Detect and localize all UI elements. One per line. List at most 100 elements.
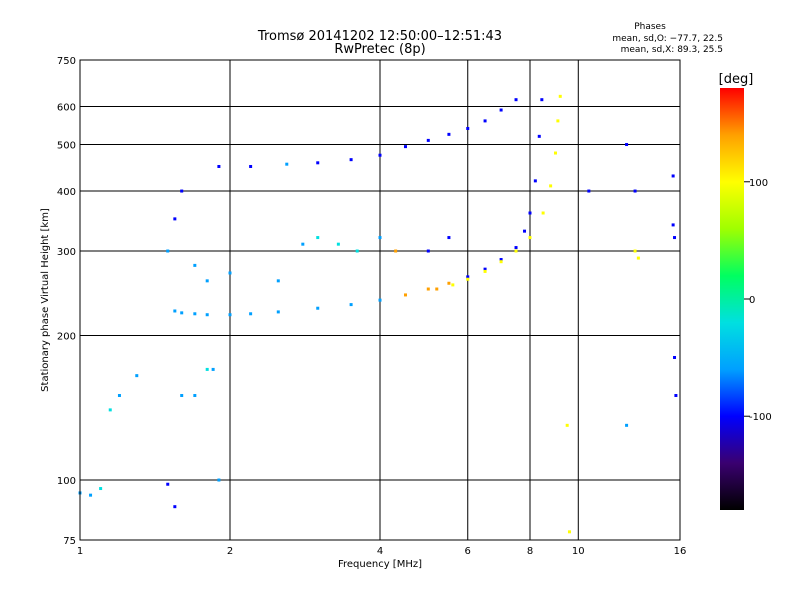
- y-tick-label: 400: [57, 187, 76, 198]
- data-point: [514, 249, 518, 253]
- data-point: [483, 267, 487, 271]
- y-tick-label: 600: [57, 103, 76, 114]
- data-point: [523, 229, 527, 233]
- data-point: [466, 275, 470, 279]
- data-point: [499, 258, 503, 262]
- data-point: [673, 355, 677, 359]
- data-point: [447, 132, 451, 136]
- data-point: [173, 505, 177, 509]
- data-point: [403, 145, 407, 149]
- data-point: [466, 126, 470, 130]
- data-point: [349, 158, 353, 162]
- data-point: [217, 164, 221, 168]
- data-point: [466, 277, 470, 281]
- data-point: [553, 151, 557, 155]
- data-point: [301, 242, 305, 246]
- data-point: [378, 298, 382, 302]
- y-tick-label: 100: [57, 476, 76, 487]
- colorbar: [deg] 100 0 -100: [719, 72, 772, 510]
- stats-x-line: mean, sd,X: 89.3, 25.5: [621, 45, 723, 55]
- stats-heading: Phases: [634, 22, 666, 32]
- colorbar-label: [deg]: [719, 72, 754, 87]
- data-point: [558, 94, 562, 98]
- data-point: [426, 138, 430, 142]
- data-point: [249, 312, 253, 316]
- data-point: [205, 279, 209, 283]
- data-point: [528, 236, 532, 240]
- data-point: [625, 143, 629, 147]
- y-tick-label: 500: [57, 141, 76, 152]
- data-point: [336, 242, 340, 246]
- data-point: [541, 211, 545, 215]
- x-tick-label: 4: [377, 546, 383, 557]
- data-point: [249, 164, 253, 168]
- data-point: [378, 153, 382, 157]
- x-tick-label: 2: [227, 546, 233, 557]
- data-point: [193, 312, 197, 316]
- data-point: [636, 256, 640, 260]
- x-tick-label: 1: [77, 546, 83, 557]
- data-point: [205, 367, 209, 371]
- x-tick-labels: 1 2 4 6 8 10 16: [77, 546, 687, 557]
- x-tick-label: 16: [674, 546, 687, 557]
- data-point: [451, 283, 455, 287]
- data-point: [499, 260, 503, 264]
- data-point: [166, 482, 170, 486]
- y-tick-label: 750: [57, 56, 76, 67]
- data-point: [228, 313, 232, 317]
- data-point: [316, 306, 320, 310]
- data-point: [567, 530, 571, 534]
- colorbar-gradient: [720, 88, 744, 510]
- data-point: [633, 249, 637, 253]
- data-point: [394, 249, 398, 253]
- data-point: [193, 394, 197, 398]
- data-point: [537, 134, 541, 138]
- data-point: [499, 108, 503, 112]
- y-tick-label: 75: [63, 536, 76, 547]
- data-point: [108, 408, 112, 412]
- data-point: [556, 119, 560, 123]
- x-tick-label: 6: [465, 546, 471, 557]
- data-point: [193, 263, 197, 267]
- x-tick-label: 10: [572, 546, 585, 557]
- data-point: [180, 394, 184, 398]
- data-point: [625, 423, 629, 427]
- chart-title: Tromsø 20141202 12:50:00–12:51:43: [257, 29, 502, 44]
- y-axis-label: Stationary phase Virtual Height [km]: [40, 208, 51, 392]
- data-point: [180, 189, 184, 193]
- data-point: [117, 394, 121, 398]
- data-point: [403, 293, 407, 297]
- data-point: [89, 493, 93, 497]
- stats-o-line: mean, sd,O: −77.7, 22.5: [612, 34, 723, 44]
- chart-subtitle: RwPretec (8p): [334, 42, 425, 57]
- data-point: [355, 249, 359, 253]
- data-point: [217, 478, 221, 482]
- data-point: [276, 310, 280, 314]
- data-point: [674, 394, 678, 398]
- colorbar-tick-label: 0: [749, 295, 755, 306]
- y-tick-label: 200: [57, 332, 76, 343]
- data-point: [483, 269, 487, 273]
- data-point: [671, 223, 675, 227]
- data-point: [565, 423, 569, 427]
- data-point: [228, 271, 232, 275]
- x-axis-label: Frequency [MHz]: [338, 559, 422, 570]
- colorbar-ticks: 100 0 -100: [744, 178, 772, 423]
- data-point: [378, 236, 382, 240]
- y-tick-label: 300: [57, 247, 76, 258]
- data-point: [205, 313, 209, 317]
- data-point: [276, 279, 280, 283]
- data-point: [316, 236, 320, 240]
- data-point: [435, 287, 439, 291]
- data-point: [533, 179, 537, 183]
- data-points-layer: [78, 94, 678, 534]
- colorbar-tick-label: -100: [749, 412, 772, 423]
- data-point: [514, 246, 518, 250]
- data-point: [426, 249, 430, 253]
- plot-border: [79, 59, 681, 541]
- data-point: [180, 311, 184, 315]
- data-point: [166, 249, 170, 253]
- data-point: [483, 119, 487, 123]
- data-point: [173, 217, 177, 221]
